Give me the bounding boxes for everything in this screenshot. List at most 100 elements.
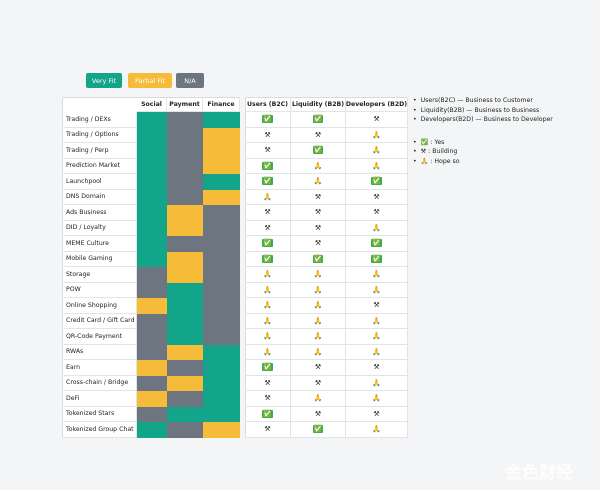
- status-icon: ⚒: [245, 127, 291, 143]
- fit-cell: [203, 313, 240, 330]
- row-label: Trading / Perp: [62, 143, 137, 159]
- icon: ⚒: [264, 223, 271, 232]
- fit-cell: [167, 174, 203, 190]
- icon: ⚒: [264, 425, 271, 434]
- icon: 🙏: [313, 316, 323, 325]
- icon: ⚒: [373, 363, 380, 372]
- status-icon: 🙏: [245, 298, 291, 314]
- column-header: Finance: [203, 97, 240, 112]
- row-label: Earn: [62, 360, 137, 376]
- status-icon: ✅: [291, 143, 346, 159]
- status-icon: ⚒: [245, 220, 291, 236]
- icon: 🙏: [313, 332, 323, 341]
- fit-cell: [203, 112, 240, 128]
- status-icon: 🙏: [346, 375, 408, 391]
- icon: 🙏: [313, 285, 323, 294]
- status-icon: 🙏: [346, 422, 408, 438]
- status-icon: ⚒: [291, 236, 346, 252]
- fit-cell: [137, 127, 167, 144]
- icon: ⚒: [373, 115, 380, 124]
- icon: ⚒: [314, 378, 322, 387]
- status-icon: ⚒: [346, 205, 408, 221]
- fit-cell: [167, 313, 203, 330]
- icon: ✅: [371, 254, 382, 263]
- icon: ⚒: [373, 301, 380, 310]
- status-icon: 🙏: [291, 329, 346, 345]
- fit-cell: [167, 205, 203, 221]
- icon: 🙏: [313, 394, 323, 403]
- status-icon: 🙏: [245, 267, 291, 283]
- status-icon: ✅: [346, 174, 408, 190]
- row-label: DeFi: [62, 391, 137, 407]
- status-icon: ⚒: [291, 406, 346, 422]
- status-icon: ⚒: [245, 205, 291, 221]
- status-icon: 🙏: [245, 344, 291, 360]
- fit-cell: [203, 205, 240, 221]
- fit-cell: [203, 127, 240, 144]
- fit-cell: [167, 329, 203, 345]
- fit-cell: [137, 205, 167, 221]
- icon: 🙏: [372, 332, 381, 341]
- icon: 🙏: [313, 347, 323, 356]
- column-header: Developers (B2D): [346, 97, 408, 112]
- row-label: DNS Domain: [62, 189, 137, 205]
- status-icon: 🙏: [291, 391, 346, 407]
- fit-cell: [137, 298, 167, 314]
- fit-cell: [137, 391, 167, 407]
- column-header: Users (B2C): [245, 97, 291, 112]
- fit-cell: [167, 344, 203, 361]
- status-icon: 🙏: [245, 189, 291, 205]
- fit-cell: [167, 375, 203, 392]
- key-item: 🙏 : Hope so: [413, 157, 460, 165]
- row-label: Tokenized Stars: [62, 406, 137, 422]
- fit-cell: [203, 267, 240, 283]
- row-label: POW: [62, 282, 137, 298]
- icon: ✅: [262, 161, 273, 170]
- legend-button: Partial Fit: [128, 73, 172, 88]
- fit-cell: [137, 313, 167, 330]
- status-icon: 🙏: [346, 158, 408, 174]
- fit-cell: [137, 143, 167, 159]
- status-icon: 🙏: [346, 143, 408, 159]
- row-label: Trading / DEXs: [62, 112, 137, 128]
- status-icon: ✅: [245, 251, 291, 267]
- watermark: 金色财经: [505, 463, 573, 483]
- fit-cell: [203, 220, 240, 237]
- fit-cell: [137, 329, 167, 345]
- fit-cell: [167, 298, 203, 314]
- fit-cell: [167, 189, 203, 206]
- icon: 🙏: [372, 146, 381, 155]
- fit-cell: [137, 189, 167, 206]
- status-icon: 🙏: [291, 344, 346, 360]
- status-icon: 🙏: [346, 329, 408, 345]
- row-label: Credit Card / Gift Card: [62, 313, 137, 329]
- icon: ⚒: [314, 363, 322, 372]
- row-label: Tokenized Group Chat: [62, 422, 137, 438]
- note: Developers(B2D) — Business to Developer: [413, 116, 553, 123]
- status-icon: ⚒: [346, 189, 408, 205]
- icon: 🙏: [313, 177, 323, 186]
- status-icon: 🙏: [291, 313, 346, 329]
- status-icon: ⚒: [245, 391, 291, 407]
- status-icon: 🙏: [346, 220, 408, 236]
- fit-cell: [203, 344, 240, 361]
- status-icon: ✅: [291, 112, 346, 128]
- fit-cell: [167, 220, 203, 237]
- status-icon: ✅: [245, 158, 291, 174]
- status-table: [245, 97, 408, 438]
- icon: 🙏: [372, 316, 381, 325]
- fit-cell: [203, 360, 240, 376]
- icon: 🙏: [263, 347, 272, 356]
- status-icon: ⚒: [245, 422, 291, 438]
- row-label: DID / Loyalty: [62, 220, 137, 236]
- status-icon: 🙏: [346, 267, 408, 283]
- row-label: QR-Code Payment: [62, 329, 137, 345]
- icon: ✅: [312, 254, 324, 263]
- status-icon: 🙏: [291, 267, 346, 283]
- icon: ⚒: [314, 192, 322, 201]
- status-icon: ✅: [245, 112, 291, 128]
- icon: ✅: [262, 177, 273, 186]
- status-icon: 🙏: [346, 127, 408, 143]
- icon: 🙏: [372, 223, 381, 232]
